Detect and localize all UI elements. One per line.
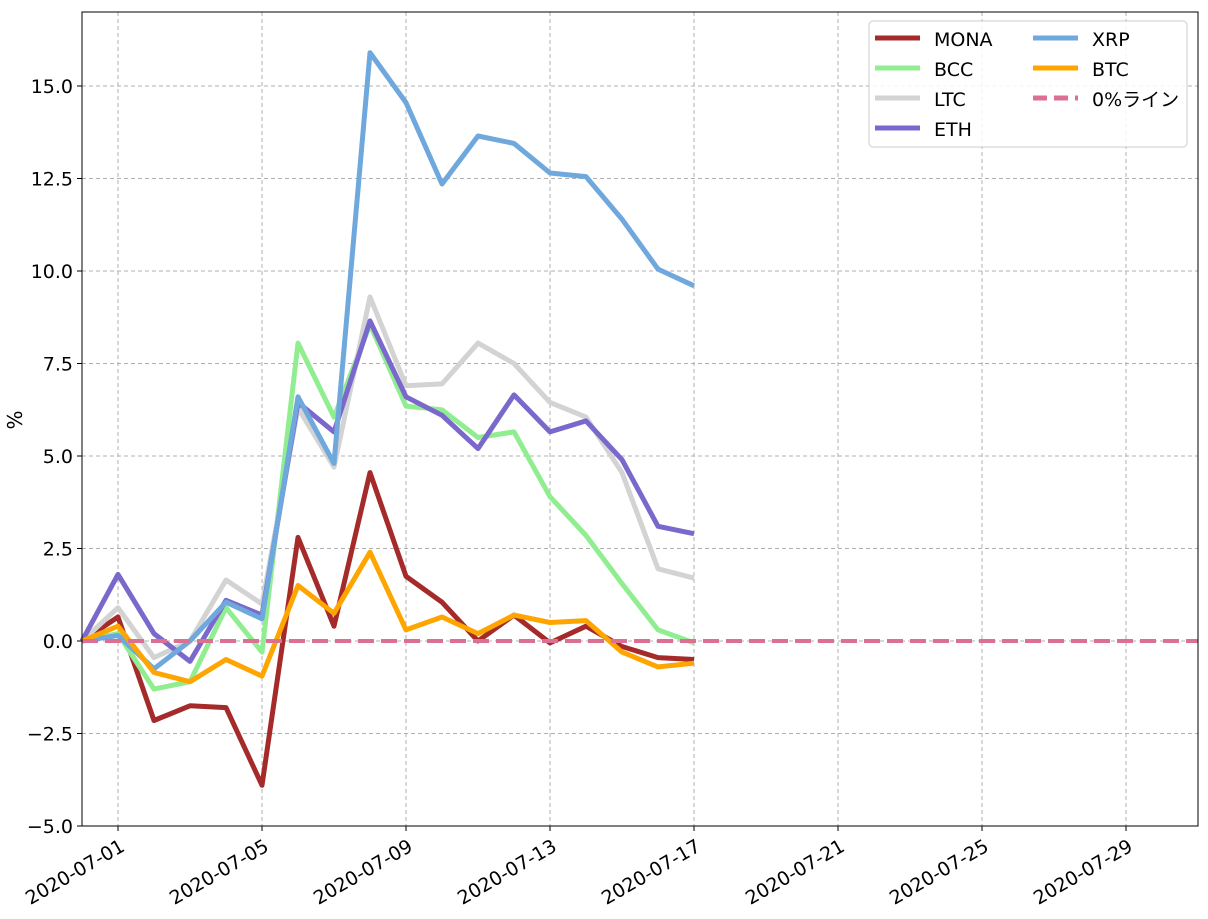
legend-box [868, 20, 1188, 148]
y-tick-label: −5.0 [27, 816, 73, 838]
y-tick-label: 15.0 [31, 76, 73, 98]
series-line-xrp [81, 50, 696, 672]
series-line-ltc [80, 294, 695, 661]
series-line-bcc [81, 322, 695, 692]
x-tick-label: 2020-07-25 [886, 835, 993, 909]
legend: MONA BCC LTC ETH XRP BTC 0%ライン [868, 20, 1188, 148]
series-lines [79, 50, 1198, 788]
series-line-eth [79, 318, 695, 664]
legend-label: BTC [1092, 59, 1129, 81]
y-tick-label: −2.5 [27, 724, 73, 746]
y-tick-label: 5.0 [43, 446, 73, 468]
legend-label: XRP [1092, 29, 1130, 51]
x-tick-label: 2020-07-13 [454, 835, 561, 909]
x-tick-label: 2020-07-21 [742, 835, 849, 909]
y-tick-label: 0.0 [43, 631, 73, 653]
y-tick-label: 12.5 [31, 169, 73, 191]
y-tick-label: 2.5 [43, 539, 73, 561]
x-tick-label: 2020-07-05 [166, 835, 273, 909]
y-axis-label: % [3, 410, 27, 429]
x-tick-label: 2020-07-09 [310, 835, 417, 909]
series-line-mona [80, 470, 695, 788]
y-axis: −5.0 −2.5 0.0 2.5 5.0 7.5 10.0 12.5 15.0 [27, 76, 82, 838]
x-axis: 2020-07-01 2020-07-05 2020-07-09 2020-07-13… [22, 826, 1137, 910]
legend-label: BCC [934, 59, 973, 81]
series-line-btc [81, 549, 695, 685]
y-tick-label: 7.5 [43, 354, 73, 376]
legend-label: ETH [934, 119, 972, 141]
x-tick-label: 2020-07-17 [598, 835, 705, 909]
legend-label: 0%ライン [1092, 89, 1179, 111]
x-tick-label: 2020-07-29 [1030, 835, 1137, 909]
y-tick-label: 10.0 [31, 261, 73, 283]
legend-label: MONA [934, 29, 993, 51]
legend-label: LTC [934, 89, 966, 111]
plot-frame [81, 11, 1199, 827]
x-tick-label: 2020-07-01 [22, 835, 129, 909]
